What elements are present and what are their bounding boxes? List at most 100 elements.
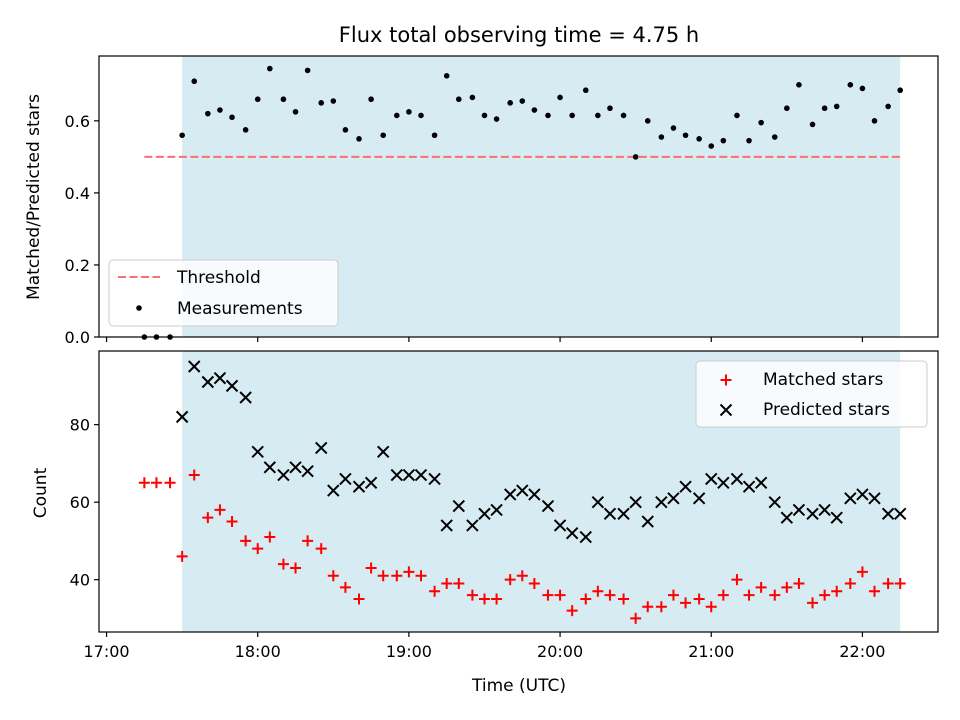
matched-star-point (793, 578, 805, 590)
measurement-point (658, 134, 665, 140)
matched-star-point (819, 589, 831, 601)
predicted-star-point (641, 515, 654, 528)
matched-star-point (353, 593, 365, 605)
predicted-star-point (692, 492, 706, 505)
matched-star-point (554, 589, 566, 601)
predicted-star-point (617, 507, 630, 520)
measurement-point (217, 107, 223, 113)
matched-star-point (466, 589, 478, 601)
predicted-star-point (730, 472, 744, 486)
matched-star-point (844, 578, 856, 590)
matched-star-point (516, 570, 528, 582)
matched-star-point (743, 589, 755, 601)
x-tick-label: 20:00 (537, 642, 583, 661)
matched-star-point (391, 570, 403, 582)
y-tick-label: 40 (70, 571, 90, 590)
measurement-point (696, 136, 702, 142)
predicted-star-point (315, 441, 328, 455)
predicted-star-point (667, 492, 680, 505)
measurement-point (545, 112, 551, 119)
predicted-star-point (868, 492, 881, 505)
series-predicted-stars (175, 360, 907, 544)
y-tick-label: 60 (70, 493, 90, 512)
matched-star-point (202, 512, 214, 524)
predicted-star-point (390, 468, 404, 482)
measurement-point (644, 118, 651, 124)
matched-star-point (176, 550, 188, 562)
matched-star-point (856, 566, 868, 578)
y-tick-label: 80 (70, 416, 90, 435)
y-tick-label: 0.6 (65, 112, 90, 131)
measurement-point (569, 112, 575, 119)
predicted-star-point (263, 461, 277, 474)
predicted-star-point (503, 488, 517, 501)
predicted-star-point (225, 379, 239, 393)
predicted-star-point (591, 495, 605, 509)
predicted-star-point (188, 360, 201, 373)
predicted-star-point (364, 476, 378, 489)
predicted-star-point (768, 495, 781, 509)
measurement-point (330, 98, 337, 104)
legend-box (108, 259, 339, 327)
matched-star-point (528, 578, 540, 590)
predicted-star-point (213, 371, 227, 385)
matched-star-point (755, 581, 767, 593)
predicted-star-point (844, 492, 857, 505)
matched-star-point (769, 589, 781, 601)
matched-star-point (327, 570, 339, 582)
series-matched-stars (138, 469, 906, 624)
predicted-star-point (553, 519, 567, 532)
measurement-point (670, 125, 677, 131)
measurement-point (493, 116, 500, 122)
measurement-point (758, 119, 764, 126)
matched-star-point (717, 589, 729, 601)
predicted-star-point (705, 472, 718, 486)
bottom-y-axis-label: Count (31, 467, 51, 518)
predicted-star-point (289, 461, 302, 474)
matched-star-point (831, 585, 843, 597)
matched-star-point (277, 558, 289, 570)
predicted-star-point (452, 499, 465, 513)
matched-star-point (415, 570, 427, 582)
matched-star-point (315, 543, 327, 555)
matched-star-point (807, 597, 819, 609)
predicted-star-point (516, 484, 529, 497)
predicted-star-point (742, 480, 756, 493)
measurement-point (455, 96, 462, 103)
measurement-point (897, 87, 904, 94)
x-tick-label: 17:00 (84, 642, 130, 661)
predicted-star-point (818, 503, 831, 517)
predicted-star-point (717, 476, 730, 489)
matched-star-point (667, 589, 679, 601)
bottom-legend: Matched stars Predicted stars (695, 360, 928, 428)
matched-star-point (566, 605, 578, 617)
measurement-point (809, 121, 816, 128)
matched-star-point (403, 566, 415, 578)
measurement-point (342, 127, 349, 133)
measurement-point (356, 136, 362, 142)
measurement-point (368, 96, 374, 103)
y-tick-label: 0.2 (65, 256, 90, 275)
predicted-star-point (175, 410, 189, 424)
measurement-point (847, 82, 854, 88)
matched-star-point (240, 535, 252, 547)
matched-star-point (693, 593, 705, 605)
predicted-star-point (856, 488, 869, 501)
legend-box (695, 360, 928, 428)
measurement-point (833, 103, 840, 110)
measurement-point (205, 110, 211, 117)
matched-star-point (705, 601, 717, 613)
predicted-star-point (466, 519, 479, 532)
legend-measurement-swatch (136, 305, 142, 311)
predicted-star-point (301, 464, 314, 478)
measurement-point (418, 112, 424, 119)
y-tick-label: 0.4 (65, 184, 90, 203)
top-panel: 0.0 0.2 0.4 0.6 Threshold Measurements (65, 55, 939, 347)
predicted-star-point (629, 495, 642, 509)
matched-star-point (453, 578, 465, 590)
matched-star-point (731, 574, 743, 586)
matched-star-point (365, 562, 377, 574)
measurement-point (620, 112, 627, 119)
matched-star-point (491, 593, 503, 605)
predicted-star-point (201, 375, 215, 389)
